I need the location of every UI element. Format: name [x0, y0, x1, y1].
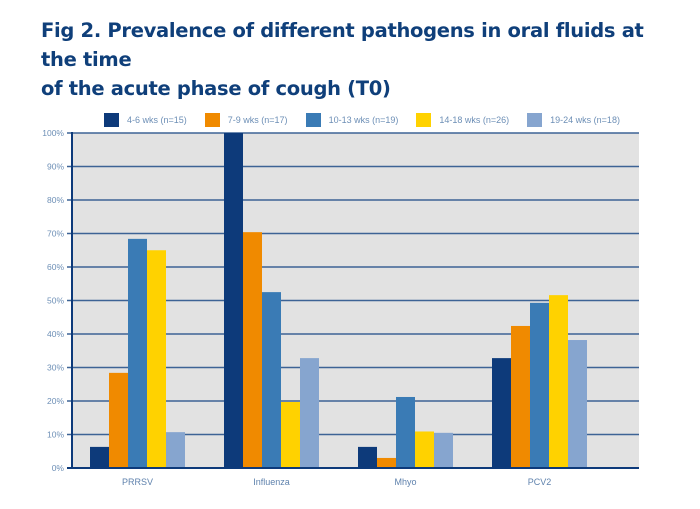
- bar-group-mhyo: [358, 396, 453, 468]
- legend-item-14-18-wks: 14-18 wks (n=26): [416, 113, 509, 127]
- legend-label: 4-6 wks (n=15): [127, 115, 187, 125]
- y-tick-label: 70%: [47, 229, 64, 239]
- y-axis-ticks: 0% 10% 20% 30% 40% 50% 60% 70% 80% 90% 100%: [42, 128, 64, 473]
- legend-item-4-6-wks: 4-6 wks (n=15): [104, 113, 187, 127]
- y-tick-label: 100%: [42, 128, 64, 138]
- y-tick-label: 90%: [47, 162, 64, 172]
- legend-label: 7-9 wks (n=17): [227, 115, 288, 125]
- bar: [377, 457, 396, 468]
- legend-label: 19-24 wks (n=18): [550, 115, 620, 125]
- y-tick-label: 20%: [47, 396, 64, 406]
- bar: [300, 358, 319, 468]
- bar-group-influenza: [224, 133, 319, 468]
- bar: [492, 358, 511, 468]
- bar-group-pcv2: [492, 295, 587, 468]
- legend-swatch: [305, 113, 321, 127]
- legend-swatch: [204, 113, 220, 127]
- legend-swatch: [416, 113, 432, 127]
- bar: [281, 402, 300, 468]
- x-tick-label: Influenza: [253, 477, 290, 487]
- bar: [511, 325, 530, 468]
- chart-legend: 4-6 wks (n=15) 7-9 wks (n=17) 10-13 wks …: [104, 113, 638, 127]
- y-tick-label: 40%: [47, 329, 64, 339]
- bar: [415, 431, 434, 468]
- chart-title: Fig 2. Prevalence of different pathogens…: [41, 16, 681, 103]
- bar: [147, 250, 166, 468]
- legend-item-19-24-wks: 19-24 wks (n=18): [527, 113, 620, 127]
- bar: [568, 340, 587, 468]
- legend-swatch: [527, 113, 543, 127]
- x-tick-label: PRRSV: [122, 477, 153, 487]
- x-tick-label: PCV2: [528, 477, 552, 487]
- bar: [396, 396, 415, 468]
- legend-label: 14-18 wks (n=26): [439, 115, 510, 125]
- bar: [109, 372, 128, 468]
- legend-item-7-9-wks: 7-9 wks (n=17): [204, 113, 288, 127]
- y-tick-label: 10%: [47, 430, 64, 440]
- legend-item-10-13-wks: 10-13 wks (n=19): [305, 113, 399, 127]
- y-tick-label: 80%: [47, 195, 64, 205]
- x-axis-ticks: PRRSV Influenza Mhyo PCV2: [122, 477, 551, 487]
- chart-title-line-1: Fig 2. Prevalence of different pathogens…: [41, 19, 644, 71]
- bar: [549, 295, 568, 468]
- legend-label: 10-13 wks (n=19): [328, 115, 399, 125]
- chart-title-line-2: of the acute phase of cough (T0): [41, 77, 391, 100]
- bar: [262, 292, 281, 468]
- y-tick-label: 30%: [47, 363, 64, 373]
- bar: [358, 446, 377, 468]
- y-tick-label: 50%: [47, 296, 64, 306]
- bar: [90, 446, 109, 468]
- y-tick-label: 60%: [47, 262, 64, 272]
- bar: [224, 133, 243, 468]
- bar: [128, 238, 147, 468]
- bars: [90, 133, 587, 468]
- legend-swatch: [104, 113, 119, 127]
- x-tick-label: Mhyo: [394, 477, 416, 487]
- y-tick-label: 0%: [52, 463, 65, 473]
- bar: [166, 432, 185, 468]
- bar: [243, 232, 262, 468]
- bar: [434, 432, 453, 468]
- bar-group-prrsv: [90, 238, 185, 468]
- bar: [530, 302, 549, 468]
